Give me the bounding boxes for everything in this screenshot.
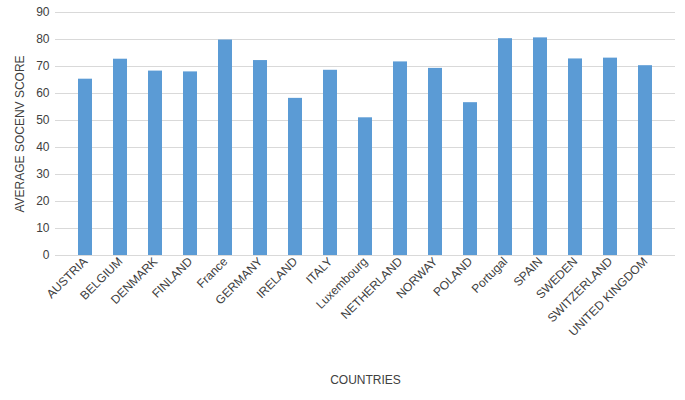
svg-text:Luxembourg: Luxembourg — [313, 254, 371, 312]
svg-text:POLAND: POLAND — [431, 254, 476, 299]
svg-text:AUSTRIA: AUSTRIA — [43, 254, 91, 302]
svg-text:IRELAND: IRELAND — [254, 254, 301, 301]
svg-text:30: 30 — [36, 167, 50, 181]
svg-text:50: 50 — [36, 113, 50, 127]
svg-text:Portugal: Portugal — [469, 254, 511, 296]
svg-text:COUNTRIES: COUNTRIES — [330, 373, 401, 387]
svg-text:60: 60 — [36, 86, 50, 100]
svg-text:SWEDEN: SWEDEN — [533, 254, 581, 302]
svg-text:10: 10 — [36, 221, 50, 235]
svg-text:GERMANY: GERMANY — [213, 254, 266, 307]
svg-text:20: 20 — [36, 194, 50, 208]
svg-text:ITALY: ITALY — [303, 254, 335, 286]
svg-text:France: France — [194, 254, 231, 291]
svg-text:0: 0 — [43, 248, 50, 262]
svg-text:BELGIUM: BELGIUM — [77, 254, 126, 303]
svg-text:NETHERLAND: NETHERLAND — [338, 254, 406, 322]
svg-text:NORWAY: NORWAY — [393, 254, 440, 301]
svg-text:40: 40 — [36, 140, 50, 154]
svg-text:DENMARK: DENMARK — [108, 254, 160, 306]
svg-text:70: 70 — [36, 59, 50, 73]
svg-text:80: 80 — [36, 32, 50, 46]
svg-text:SWITZERLAND: SWITZERLAND — [544, 254, 616, 326]
svg-text:AVERAGE SOCENV SCORE: AVERAGE SOCENV SCORE — [13, 55, 27, 212]
svg-text:SPAIN: SPAIN — [510, 254, 546, 290]
svg-text:90: 90 — [36, 5, 50, 19]
svg-text:FINLAND: FINLAND — [149, 254, 195, 300]
svg-text:UNITED KINGDOM: UNITED KINGDOM — [566, 254, 650, 338]
